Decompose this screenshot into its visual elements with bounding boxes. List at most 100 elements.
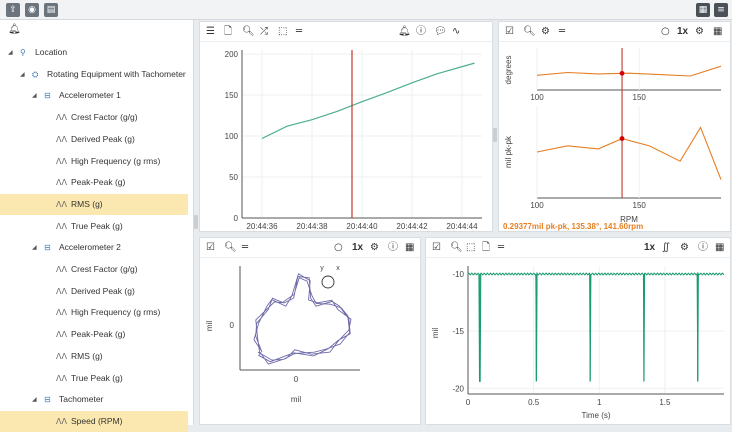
expand-toggle-icon[interactable]: ◢ xyxy=(8,49,13,56)
waveform-icon: ΛΛ xyxy=(56,156,67,166)
tree-item-label: Accelerometer 1 xyxy=(59,90,121,101)
tree-item[interactable]: ◢ ⛭ Rotating Equipment with Tachometer xyxy=(0,64,188,85)
tree-item[interactable]: ◢ ⊟ Accelerometer 2 xyxy=(0,237,188,258)
select-icon[interactable]: ⬚ xyxy=(466,242,476,253)
phase-y-axis-label: degrees xyxy=(504,56,513,85)
phase-cursor-marker xyxy=(619,70,625,76)
tree-item-label: True Peak (g) xyxy=(71,220,123,231)
info-icon[interactable]: ⓘ xyxy=(416,26,426,37)
document-icon[interactable]: 🗋︎ xyxy=(224,26,233,37)
trend-toolbar: ☰ 🗋︎ 🔍︎ ⤮ ⬚ ═ 🔔︎ ⓘ 💬︎ ∿ xyxy=(200,22,492,42)
y-tick-label: 50 xyxy=(229,173,238,182)
grid-layout-icon[interactable]: ▦ xyxy=(696,3,710,17)
orbit-chart[interactable]: 0 0 mil mil y x xyxy=(200,258,421,425)
checkbox-icon[interactable]: ☑ xyxy=(432,242,441,253)
document-icon[interactable]: ▤ xyxy=(44,3,58,17)
gear-icon[interactable]: ⚙ xyxy=(370,242,379,253)
gear-icon[interactable]: ⚙ xyxy=(680,242,689,253)
zoom-icon[interactable]: 🔍︎ xyxy=(224,242,237,253)
document-icon[interactable]: 🗋︎ xyxy=(482,242,491,253)
tree-item[interactable]: ◢ ⊟ Accelerometer 1 xyxy=(0,85,188,106)
tree-item-label: Crest Factor (g/g) xyxy=(71,264,138,274)
menu-icon[interactable]: ≡ xyxy=(714,3,728,17)
shuffle-icon[interactable]: ⤮ xyxy=(260,26,268,37)
rss-icon[interactable]: ◉ xyxy=(25,3,39,17)
expand-toggle-icon[interactable]: ◢ xyxy=(20,70,25,78)
grid-icon[interactable]: ▦ xyxy=(713,26,723,37)
tree-item-label: Derived Peak (g) xyxy=(71,285,135,296)
y-tick-label: 0 xyxy=(234,214,239,223)
info-icon[interactable]: ⓘ xyxy=(698,242,708,253)
trend-series-line xyxy=(261,62,475,140)
zoom-icon[interactable]: 🔍︎ xyxy=(450,242,463,253)
x-tick-label: 1 xyxy=(597,398,602,407)
waveform-panel: ☑ 🔍︎ ⬚ 🗋︎ ═ 1x ∬ ⚙ ⓘ ▦ -10 -15 -20 0 0.5 1 1.5… xyxy=(425,237,731,425)
trend-chart[interactable]: 0 50 100 150 200 20:44:36 20:44:38 20:44:40 20:4… xyxy=(200,42,493,232)
orbit-toolbar: ☑ 🔍︎ ═ ○ 1x ⚙ ⓘ ▦ xyxy=(200,238,420,258)
amplitude-series-line xyxy=(536,126,722,180)
zoom-icon[interactable]: 🔍︎ xyxy=(242,26,255,37)
zoom-level-label[interactable]: 1x xyxy=(352,242,364,253)
waveform-toolbar: ☑ 🔍︎ ⬚ 🗋︎ ═ 1x ∬ ⚙ ⓘ ▦ xyxy=(426,238,730,258)
x-tick-label: 20:44:44 xyxy=(446,222,478,231)
bode-chart[interactable]: 100 150 degrees 100 150 mil pk-pk RPM xyxy=(499,42,731,232)
equals-icon[interactable]: ═ xyxy=(242,242,249,253)
equals-icon[interactable]: ═ xyxy=(296,26,303,37)
settings-icon[interactable]: ⚙ xyxy=(541,26,550,37)
waveform-chart[interactable]: -10 -15 -200 0.5 1 1.5 Time (s) mil xyxy=(426,258,731,425)
integral-icon[interactable]: ∬ xyxy=(662,242,670,253)
export-icon[interactable]: ⇪ xyxy=(6,3,20,17)
rotation-direction-icon xyxy=(321,275,335,289)
equals-icon[interactable]: ═ xyxy=(559,26,566,37)
tree-item[interactable]: ΛΛ Crest Factor (g/g) xyxy=(0,107,188,128)
expand-toggle-icon[interactable]: ◢ xyxy=(32,92,37,100)
comment-icon[interactable]: 💬︎ xyxy=(434,26,447,37)
waveform-icon: ΛΛ xyxy=(56,178,67,188)
pulse-icon[interactable]: ∿ xyxy=(452,26,461,37)
tree-item[interactable]: ΛΛ Peak-Peak (g) xyxy=(0,172,188,193)
grid-icon[interactable]: ▦ xyxy=(715,242,725,253)
tree-item[interactable]: ◢ ⚲ Location xyxy=(0,42,188,63)
tree-item[interactable]: ΛΛ True Peak (g) xyxy=(0,368,188,389)
expand-toggle-icon[interactable]: ◢ xyxy=(32,396,37,404)
checkbox-icon[interactable]: ☑ xyxy=(505,26,514,37)
waveform-icon: ΛΛ xyxy=(56,265,67,274)
tree-item[interactable]: ΛΛ RMS (g) xyxy=(0,193,188,215)
tree-item[interactable]: ΛΛ True Peak (g) xyxy=(0,216,188,237)
center-splitter-handle[interactable] xyxy=(493,128,497,142)
circle-icon[interactable]: ○ xyxy=(334,242,343,253)
left-splitter-handle[interactable] xyxy=(194,215,198,229)
sensor-icon: ⊟ xyxy=(44,243,51,253)
tree-item[interactable]: ΛΛ High Frequency (g rms) xyxy=(0,302,188,323)
bell-icon[interactable]: 🔔︎ xyxy=(398,26,411,37)
tree-item[interactable]: ΛΛ Crest Factor (g/g) xyxy=(0,259,188,280)
circle-icon[interactable]: ○ xyxy=(661,26,670,37)
x-tick-label: 20:44:40 xyxy=(346,222,378,231)
x-tick-label: 100 xyxy=(530,201,544,210)
menu-icon[interactable]: ☰ xyxy=(206,26,215,37)
zoom-level-label[interactable]: 1x xyxy=(677,26,689,37)
tree-item[interactable]: ΛΛ RMS (g) xyxy=(0,346,188,367)
select-icon[interactable]: ⬚ xyxy=(278,26,288,37)
tree-item[interactable]: ΛΛ High Frequency (g rms) xyxy=(0,151,188,172)
tree-item[interactable]: ΛΛ Derived Peak (g) xyxy=(0,129,188,150)
bell-icon[interactable]: 🔔︎ xyxy=(8,24,21,35)
gear-icon[interactable]: ⚙ xyxy=(695,26,704,37)
x-tick-label: 0.5 xyxy=(528,398,540,407)
tree-item[interactable]: ΛΛ Peak-Peak (g) xyxy=(0,324,188,345)
info-icon[interactable]: ⓘ xyxy=(388,242,398,253)
expand-toggle-icon[interactable]: ◢ xyxy=(32,244,37,252)
tree-item[interactable]: ◢ ⊟ Tachometer xyxy=(0,389,188,410)
equals-icon[interactable]: ═ xyxy=(498,242,505,253)
checkbox-icon[interactable]: ☑ xyxy=(206,242,215,253)
y-tick-label: 100 xyxy=(225,132,239,141)
zoom-level-label[interactable]: 1x xyxy=(644,242,656,253)
tree-item[interactable]: ΛΛ Derived Peak (g) xyxy=(0,281,188,302)
tree-item[interactable]: ΛΛ Speed (RPM) xyxy=(0,410,188,432)
y-tick-label: -15 xyxy=(452,327,464,336)
waveform-icon: ΛΛ xyxy=(56,113,67,123)
y-tick-label: -10 xyxy=(452,270,464,279)
grid-icon[interactable]: ▦ xyxy=(405,242,415,253)
zoom-icon[interactable]: 🔍︎ xyxy=(523,26,536,37)
waveform-icon: ΛΛ xyxy=(56,351,67,361)
